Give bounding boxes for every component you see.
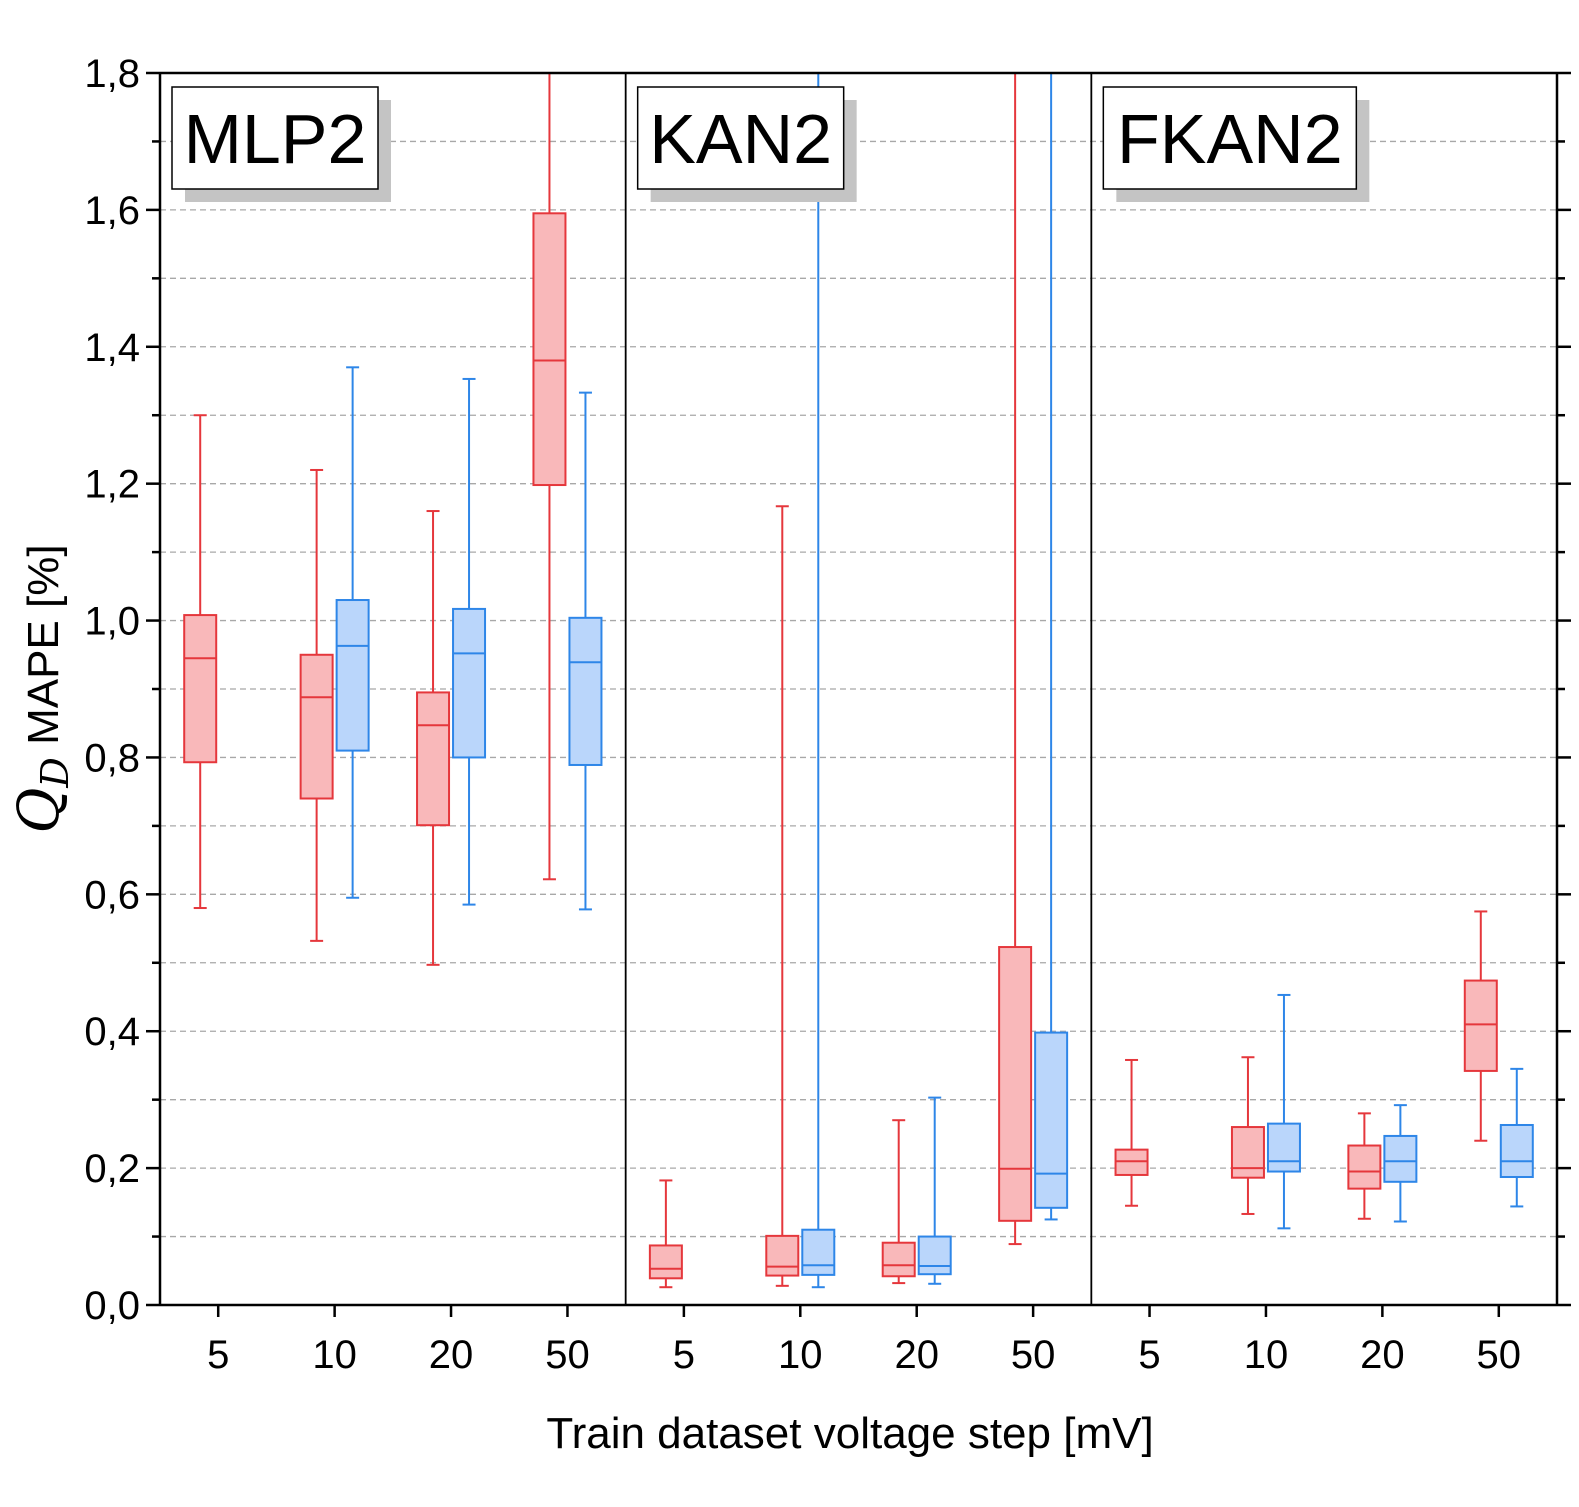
box-iqr [881,1241,916,1278]
box-red [532,73,567,881]
panel-titles: MLP2 KAN2 FKAN2 [171,86,1370,202]
y-tick-label: 0,0 [84,1284,140,1328]
box-red [416,510,451,966]
box-plot-marks [183,73,1534,1289]
box-iqr [1347,1144,1382,1190]
box-red [765,505,800,1287]
box-iqr [801,1228,836,1276]
x-tick-label: 10 [312,1333,357,1377]
box-red [1463,910,1498,1142]
box-iqr [1034,1031,1069,1209]
box-blue [335,366,370,899]
box-iqr [568,616,603,766]
y-tick-label: 0,4 [84,1010,140,1054]
y-tick-label: 1,6 [84,189,140,233]
y-tick-label: 1,0 [84,600,140,644]
y-tick-label: 1,2 [84,463,140,507]
box-red [183,414,218,910]
y-tick-label: 1,4 [84,326,140,370]
x-tick-label: 5 [1138,1333,1160,1377]
box-blue [1499,1067,1534,1208]
x-axis-title: Train dataset voltage step [mV] [546,1409,1153,1458]
box-iqr [416,691,451,827]
box-red [1230,1056,1265,1215]
x-tick-label: 10 [1244,1333,1289,1377]
panel-title: MLP2 [184,100,367,178]
box-blue [1383,1104,1418,1223]
y-tick-label: 0,6 [84,873,140,917]
panel-title-frame [636,86,845,190]
box-iqr [1266,1122,1301,1173]
box-iqr [648,1244,683,1280]
box-iqr [183,614,218,764]
x-tick-label: 20 [894,1333,939,1377]
box-blue [917,1096,952,1285]
panel-title: FKAN2 [1117,100,1343,178]
x-tick-label: 50 [545,1333,590,1377]
box-iqr [532,212,567,487]
x-tick-label: 20 [429,1333,474,1377]
box-red [648,1179,683,1289]
box-iqr [452,607,487,759]
y-axis-subscript: D [33,757,77,788]
x-tick-label: 5 [207,1333,229,1377]
box-iqr [1499,1123,1534,1179]
y-axis-title: QD MAPE [%] [7,544,77,833]
box-iqr [765,1234,800,1277]
box-red [299,468,334,942]
box-iqr [299,653,334,800]
y-tick-label: 0,8 [84,736,140,780]
y-axis-symbol: Q [7,788,72,834]
box-blue [801,73,836,1289]
x-tick-label: 20 [1360,1333,1405,1377]
box-blue [568,391,603,911]
box-red [1347,1112,1382,1220]
box-iqr [917,1235,952,1276]
box-iqr [998,946,1033,1222]
box-iqr [1230,1126,1265,1179]
box-red [998,73,1033,1246]
panel-title: KAN2 [649,100,832,178]
panel-title-frame [171,86,379,190]
y-tick-label: 1,8 [84,52,140,96]
y-tick-label: 0,2 [84,1147,140,1191]
box-red [881,1119,916,1285]
panel-title-frame [1102,86,1358,190]
box-blue [1034,73,1069,1221]
y-axis-text: MAPE [%] [19,544,68,757]
box-iqr [335,599,370,752]
x-tick-label: 10 [778,1333,823,1377]
x-tick-label: 5 [673,1333,695,1377]
box-blue [1266,993,1301,1230]
box-iqr [1463,979,1498,1072]
x-tick-label: 50 [1477,1333,1522,1377]
box-red [1114,1058,1149,1207]
box-blue [452,377,487,906]
box-iqr [1383,1134,1418,1183]
axes: 5 10 20 50 5 10 20 50 5 10 20 50 0,0 0,2 0,4 0,6 0,8 1,0 1… [84,52,1571,1377]
box-iqr [1114,1148,1149,1176]
x-tick-label: 50 [1011,1333,1056,1377]
